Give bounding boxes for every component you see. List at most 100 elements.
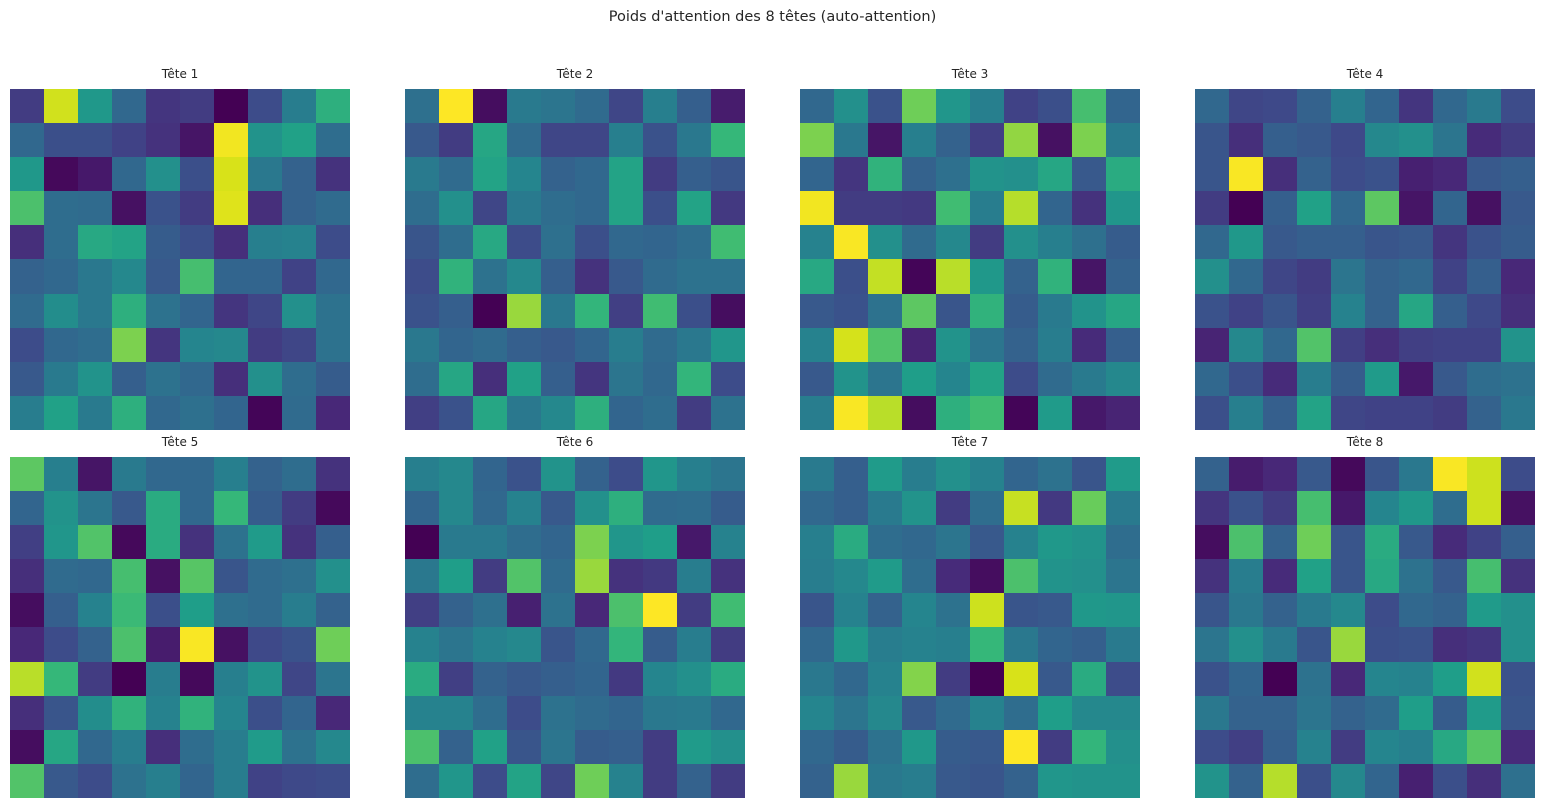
heatmap-cell — [936, 327, 970, 362]
heatmap-cell — [1004, 293, 1038, 328]
heatmap-cell — [868, 593, 902, 628]
heatmap-cell — [316, 89, 350, 124]
heatmap-cell — [711, 729, 745, 764]
heatmap-cell — [10, 491, 44, 526]
heatmap-cell — [507, 457, 541, 492]
heatmap-cell — [1331, 327, 1365, 362]
heatmap-cell — [1433, 327, 1467, 362]
heatmap-cell — [1331, 525, 1365, 560]
heatmap-cell — [1467, 525, 1501, 560]
heatmap-cell — [1072, 395, 1106, 430]
heatmap-cell — [1399, 361, 1433, 396]
heatmap-cell — [405, 593, 439, 628]
heatmap-cell — [1038, 457, 1072, 492]
heatmap-cell — [316, 395, 350, 430]
heatmap-cell — [1072, 627, 1106, 662]
heatmap-cell — [1072, 89, 1106, 124]
heatmap-cell — [1467, 661, 1501, 696]
heatmap-cell — [1467, 457, 1501, 492]
heatmap-cell — [800, 559, 834, 594]
heatmap-cell — [146, 729, 180, 764]
heatmap-cell — [800, 763, 834, 798]
heatmap-cell — [677, 123, 711, 158]
heatmap-cell — [643, 225, 677, 260]
heatmap-cell — [405, 627, 439, 662]
heatmap-cell — [473, 191, 507, 226]
heatmap-cell — [1038, 491, 1072, 526]
subplot-title: Tête 2 — [556, 67, 594, 81]
heatmap-cell — [1297, 225, 1331, 260]
heatmap-cell — [316, 729, 350, 764]
heatmap-cell — [316, 123, 350, 158]
heatmap-cell — [1399, 763, 1433, 798]
heatmap-cell — [609, 491, 643, 526]
heatmap-cell — [970, 327, 1004, 362]
heatmap-cell — [1501, 457, 1535, 492]
heatmap-cell — [711, 661, 745, 696]
heatmap-cell — [1229, 559, 1263, 594]
heatmap-cell — [180, 395, 214, 430]
heatmap-cell — [439, 327, 473, 362]
heatmap-cell — [800, 327, 834, 362]
heatmap-cell — [800, 627, 834, 662]
heatmap-cell — [44, 695, 78, 730]
heatmap-grid — [1195, 89, 1535, 430]
heatmap-cell — [643, 729, 677, 764]
heatmap-cell — [78, 395, 112, 430]
heatmap-cell — [248, 123, 282, 158]
heatmap-cell — [1263, 225, 1297, 260]
heatmap-cell — [1433, 457, 1467, 492]
heatmap-cell — [1195, 259, 1229, 294]
heatmap-cell — [643, 457, 677, 492]
heatmap-cell — [970, 763, 1004, 798]
heatmap-cell — [146, 157, 180, 192]
heatmap-cell — [834, 763, 868, 798]
heatmap-cell — [1072, 259, 1106, 294]
heatmap-cell — [834, 729, 868, 764]
heatmap-cell — [316, 191, 350, 226]
heatmap-cell — [316, 593, 350, 628]
heatmap-cell — [44, 89, 78, 124]
heatmap-cell — [180, 327, 214, 362]
heatmap-cell — [1229, 593, 1263, 628]
heatmap-cell — [316, 327, 350, 362]
heatmap-cell — [282, 157, 316, 192]
heatmap-cell — [1004, 361, 1038, 396]
heatmap-cell — [1195, 457, 1229, 492]
heatmap-cell — [643, 361, 677, 396]
heatmap-cell — [1106, 327, 1140, 362]
heatmap-cell — [1365, 293, 1399, 328]
heatmap-cell — [44, 293, 78, 328]
heatmap-grid — [405, 457, 745, 798]
heatmap-cell — [439, 89, 473, 124]
heatmap-cell — [1229, 293, 1263, 328]
heatmap-cell — [1331, 123, 1365, 158]
heatmap-cell — [1467, 157, 1501, 192]
heatmap-cell — [1106, 661, 1140, 696]
heatmap-cell — [711, 395, 745, 430]
heatmap-cell — [248, 457, 282, 492]
heatmap-cell — [507, 89, 541, 124]
heatmap-cell — [405, 191, 439, 226]
heatmap-cell — [78, 593, 112, 628]
heatmap-cell — [78, 191, 112, 226]
heatmap-cell — [405, 695, 439, 730]
heatmap-cell — [575, 661, 609, 696]
heatmap-cell — [180, 593, 214, 628]
heatmap-cell — [507, 525, 541, 560]
heatmap-cell — [1072, 695, 1106, 730]
heatmap-cell — [10, 293, 44, 328]
heatmap-cell — [970, 89, 1004, 124]
heatmap-cell — [282, 395, 316, 430]
heatmap-cell — [1072, 491, 1106, 526]
heatmap-cell — [1501, 157, 1535, 192]
heatmap-cell — [473, 89, 507, 124]
heatmap-cell — [1297, 457, 1331, 492]
heatmap-cell — [541, 361, 575, 396]
heatmap-cell — [1263, 661, 1297, 696]
heatmap-cell — [316, 361, 350, 396]
heatmap-cell — [180, 661, 214, 696]
heatmap-cell — [439, 695, 473, 730]
heatmap-cell — [180, 259, 214, 294]
heatmap-cell — [541, 695, 575, 730]
